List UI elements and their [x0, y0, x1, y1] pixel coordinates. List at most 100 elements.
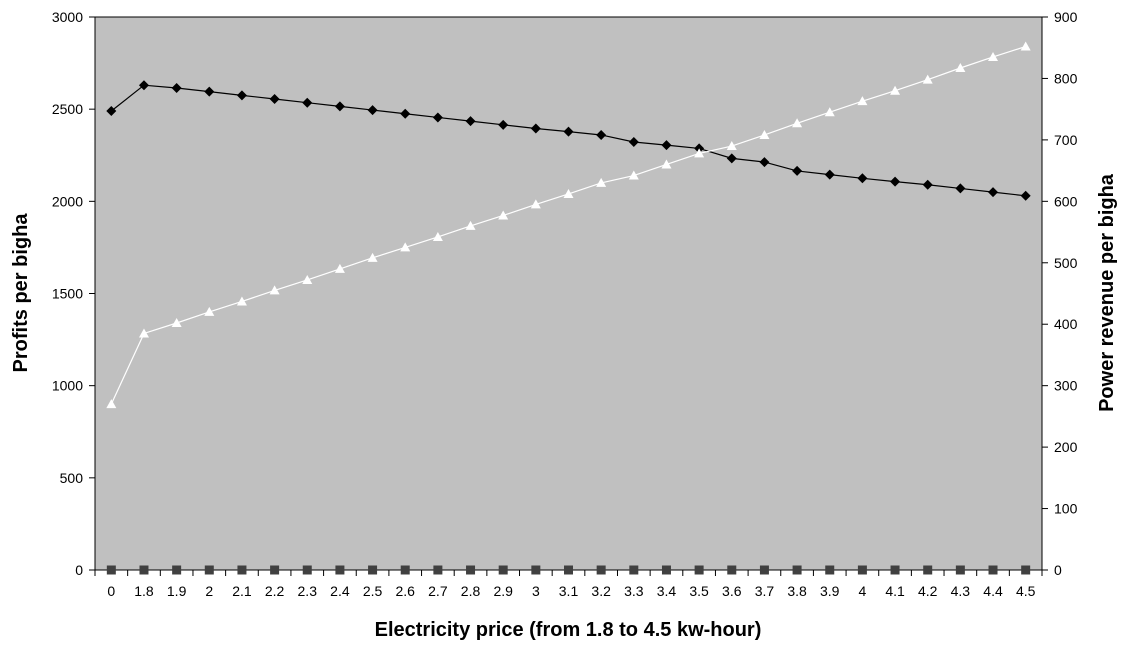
x-tick-label: 3.4: [657, 583, 677, 599]
diamond-point: [432, 112, 443, 123]
diamond-point: [171, 82, 182, 93]
x-tick-label: 2.7: [428, 583, 448, 599]
triangle-point: [498, 210, 509, 220]
right-tick-label: 800: [1054, 70, 1078, 86]
diamond-point: [988, 187, 999, 198]
x-tick-label: 2.2: [265, 583, 285, 599]
diamond-point: [726, 153, 737, 164]
diamond-point: [890, 176, 901, 187]
triangle-point: [988, 51, 999, 61]
square-point: [172, 565, 182, 575]
series-layer: [106, 41, 1031, 575]
diamond-point: [236, 90, 247, 101]
square-point: [596, 565, 606, 575]
diamond-point: [465, 116, 476, 127]
triangle-point: [563, 188, 574, 198]
triangle-point: [400, 242, 411, 252]
diamond-point: [792, 165, 803, 176]
left-tick-label: 1000: [52, 378, 83, 394]
square-point: [335, 565, 345, 575]
triangle-point: [824, 107, 835, 117]
right-tick-label: 400: [1054, 316, 1078, 332]
x-tick-label: 4.3: [951, 583, 971, 599]
diamond-point: [530, 123, 541, 134]
square-point: [825, 565, 835, 575]
right-tick-label: 900: [1054, 9, 1078, 25]
triangle-point: [465, 220, 476, 230]
diamond-point: [824, 169, 835, 180]
diamond-point: [302, 97, 313, 108]
left-tick-label: 2000: [52, 193, 83, 209]
triangle-point: [792, 118, 803, 128]
left-tick-label: 3000: [52, 9, 83, 25]
x-tick-label: 2.9: [493, 583, 513, 599]
x-tick-label: 3.6: [722, 583, 742, 599]
triangle-point: [661, 159, 672, 169]
square-point: [890, 565, 900, 575]
diamond-point: [1020, 190, 1031, 201]
right-axis: 0 100 200 300 400 500 600 700 800 900: [1042, 9, 1078, 578]
square-point: [237, 565, 247, 575]
triangle-point: [269, 285, 280, 295]
diamond-point: [563, 126, 574, 137]
left-y-axis-title: Profits per bigha: [10, 213, 32, 373]
series-square: [106, 565, 1031, 575]
left-tick-label: 1500: [52, 286, 83, 302]
triangle-point: [106, 399, 117, 409]
x-tick-label: 4: [858, 583, 866, 599]
triangle-point: [138, 328, 149, 338]
triangle-point: [171, 317, 182, 327]
square-point: [204, 565, 214, 575]
diamond-point: [857, 173, 868, 184]
square-point: [988, 565, 998, 575]
diamond-point: [106, 106, 117, 117]
diamond-point: [204, 86, 215, 97]
diamond-point: [138, 80, 149, 91]
square-point: [106, 565, 116, 575]
square-point: [1021, 565, 1031, 575]
triangle-point: [726, 141, 737, 151]
plot-area: [94, 16, 1043, 571]
right-y-axis-title: Power revenue per bigha: [1096, 173, 1118, 412]
square-point: [498, 565, 508, 575]
right-tick-label: 500: [1054, 255, 1078, 271]
series-triangle: [106, 41, 1031, 409]
triangle-point: [628, 170, 639, 180]
x-tick-label: 1.9: [167, 583, 187, 599]
square-point: [694, 565, 704, 575]
square-point: [368, 565, 378, 575]
triangle-point: [890, 85, 901, 95]
x-tick-label: 3.1: [559, 583, 579, 599]
x-tick-label: 3.3: [624, 583, 644, 599]
left-tick-label: 0: [75, 562, 83, 578]
triangle-point: [236, 296, 247, 306]
x-tick-label: 2.1: [232, 583, 252, 599]
triangle-point: [367, 252, 378, 262]
square-point: [629, 565, 639, 575]
x-tick-label: 1.8: [134, 583, 154, 599]
diamond-point: [661, 140, 672, 151]
x-tick-label: 4.1: [885, 583, 905, 599]
series-diamond: [106, 80, 1031, 201]
diamond-point: [596, 129, 607, 140]
right-tick-label: 0: [1054, 562, 1062, 578]
left-axis: 0 500 1000 1500 2000 2500 3000: [52, 9, 95, 578]
triangle-point: [530, 199, 541, 209]
x-tick-label: 2.6: [395, 583, 415, 599]
x-tick-label: 4.2: [918, 583, 938, 599]
triangle-point: [694, 148, 705, 158]
x-tick-label: 3: [532, 583, 540, 599]
right-tick-label: 300: [1054, 378, 1078, 394]
triangle-point: [759, 129, 770, 139]
square-point: [139, 565, 149, 575]
triangle-point: [596, 177, 607, 187]
diamond-point: [269, 94, 280, 105]
left-tick-label: 500: [60, 470, 84, 486]
square-point: [857, 565, 867, 575]
triangle-point: [922, 74, 933, 84]
x-axis: 0 1.8 1.9 2 2.1 2.2 2.3 2.4 2.5 2.6 2.7 2.8 2.9 3 3.1 3…: [94, 570, 1043, 599]
right-tick-label: 600: [1054, 193, 1078, 209]
diamond-point: [922, 179, 933, 190]
